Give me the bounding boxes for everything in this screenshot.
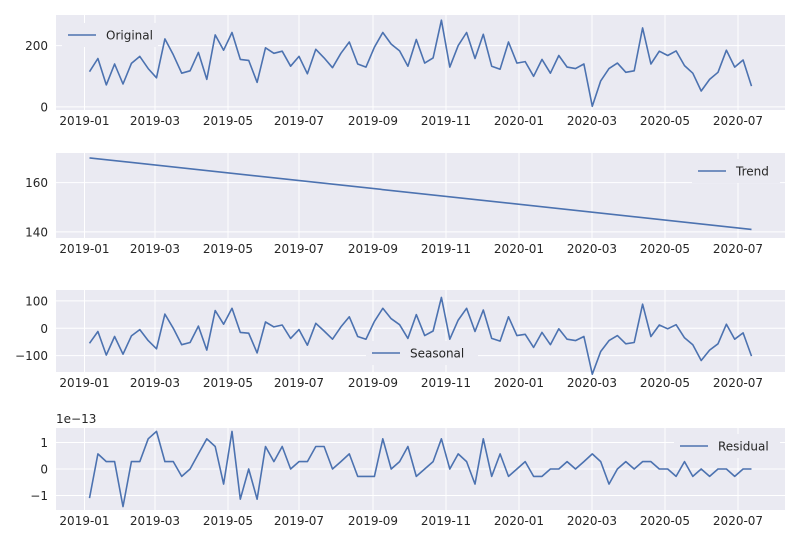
y-tick-label: 100	[25, 294, 48, 308]
x-tick-label: 2019-11	[421, 514, 471, 528]
x-tick-label: 2019-07	[274, 114, 324, 128]
legend: Seasonal	[366, 341, 478, 365]
y-tick-label: −1	[30, 489, 48, 503]
x-tick-label: 2020-07	[713, 514, 763, 528]
x-tick-label: 2020-03	[567, 242, 617, 256]
x-tick-label: 2019-09	[348, 114, 398, 128]
x-tick-label: 2019-01	[59, 376, 109, 390]
x-tick-label: 2019-07	[274, 242, 324, 256]
x-tick-label: 2019-01	[59, 114, 109, 128]
x-tick-label: 2020-05	[640, 376, 690, 390]
x-tick-label: 2019-05	[203, 114, 253, 128]
y-tick-label: 0	[40, 463, 48, 477]
x-tick-label: 2019-09	[348, 514, 398, 528]
y-tick-label: 160	[25, 176, 48, 190]
series-line-seasonal	[88, 296, 753, 376]
x-tick-label: 2019-03	[130, 514, 180, 528]
legend-label: Trend	[735, 165, 769, 179]
y-tick-label: −100	[15, 349, 48, 363]
y-tick-label: 0	[40, 322, 48, 336]
legend-label: Seasonal	[410, 347, 464, 361]
x-tick-label: 2019-03	[130, 242, 180, 256]
x-tick-label: 2020-05	[640, 114, 690, 128]
x-tick-label: 2019-05	[203, 376, 253, 390]
legend-label: Original	[106, 29, 153, 43]
x-tick-label: 2019-11	[421, 376, 471, 390]
panel-residual: 2019-01 2019-03 2019-05 2019-07 2019-09 2019-…	[30, 412, 785, 528]
x-tick-label: 2020-07	[713, 376, 763, 390]
x-tick-label: 2020-05	[640, 514, 690, 528]
series-line-residual	[88, 430, 752, 508]
y-tick-label: 200	[25, 39, 48, 53]
x-tick-label: 2020-01	[494, 114, 544, 128]
x-tick-label: 2019-09	[348, 242, 398, 256]
x-tick-label: 2020-05	[640, 242, 690, 256]
y-offset-label: 1e−13	[56, 412, 96, 426]
x-tick-label: 2019-07	[274, 376, 324, 390]
x-tick-label: 2020-03	[567, 114, 617, 128]
x-tick-label: 2019-01	[59, 514, 109, 528]
legend: Trend	[692, 159, 780, 183]
plot-area	[56, 15, 785, 110]
panel-trend: 2019-01 2019-03 2019-05 2019-07 2019-09 2019-…	[25, 153, 785, 256]
x-tick-label: 2020-07	[713, 242, 763, 256]
series-line-trend	[89, 157, 752, 231]
legend: Residual	[674, 434, 780, 458]
y-tick-label: 1	[40, 436, 48, 450]
panel-original: 2019-01 2019-03 2019-05 2019-07 2019-09 2019-…	[25, 15, 785, 128]
x-tick-label: 2020-03	[567, 376, 617, 390]
x-tick-label: 2019-01	[59, 242, 109, 256]
x-tick-label: 2020-07	[713, 114, 763, 128]
x-tick-label: 2020-01	[494, 242, 544, 256]
panel-seasonal: 2019-01 2019-03 2019-05 2019-07 2019-09 2019-…	[15, 290, 785, 390]
series-line-original	[88, 19, 753, 108]
x-tick-label: 2019-05	[203, 242, 253, 256]
x-tick-label: 2020-03	[567, 514, 617, 528]
x-tick-label: 2019-03	[130, 376, 180, 390]
legend-label: Residual	[718, 440, 769, 454]
y-tick-label: 140	[25, 225, 48, 239]
legend: Original	[62, 23, 158, 47]
x-tick-label: 2019-11	[421, 242, 471, 256]
x-tick-label: 2019-09	[348, 376, 398, 390]
x-tick-label: 2019-11	[421, 114, 471, 128]
x-tick-label: 2019-05	[203, 514, 253, 528]
x-tick-label: 2020-01	[494, 376, 544, 390]
x-tick-label: 2020-01	[494, 514, 544, 528]
x-tick-label: 2019-07	[274, 514, 324, 528]
x-tick-label: 2019-03	[130, 114, 180, 128]
y-tick-label: 0	[40, 100, 48, 114]
